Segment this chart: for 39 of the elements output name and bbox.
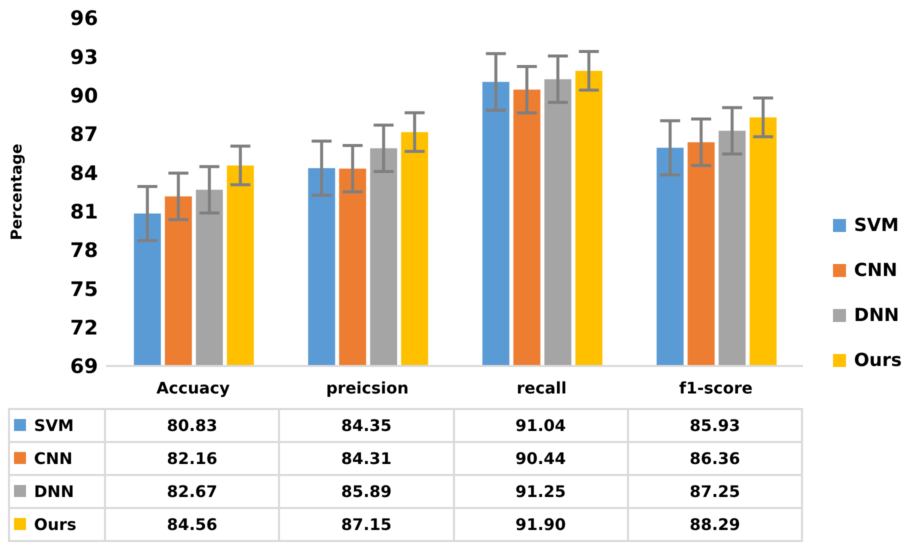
y-tick-label: 87: [70, 122, 98, 146]
data-label: 84.35: [279, 409, 454, 442]
text: Ours: [34, 515, 76, 534]
x-tick-label: recall: [516, 378, 567, 398]
y-tick-label: 93: [70, 44, 98, 69]
x-tick-label: f1-score: [679, 378, 753, 398]
y-tick-label: 81: [70, 199, 98, 224]
legend-label: SVM: [9, 409, 105, 442]
y-tick-label: 84: [70, 160, 98, 185]
y-tick-label: 75: [70, 276, 98, 301]
y-tick-label: 90: [70, 83, 98, 108]
legend-label: CNN: [9, 442, 105, 475]
data-label: 85.89: [279, 475, 454, 508]
y-tick-label: 72: [70, 315, 98, 340]
legend-label: Ours: [854, 350, 902, 371]
y-tick-label: 96: [70, 6, 98, 30]
data-label: 84.56: [105, 508, 280, 541]
legend-label: DNN: [854, 305, 900, 326]
text: CNN: [854, 260, 898, 281]
data-label: 90.44: [454, 442, 628, 475]
data-label: 80.83: [105, 409, 280, 442]
data-label: 85.93: [628, 409, 802, 442]
y-axis-title: Percentage: [7, 144, 26, 240]
data-label: 91.90: [454, 508, 628, 541]
x-tick-label: Accuacy: [156, 378, 230, 398]
data-label: 86.36: [628, 442, 802, 475]
x-tick-label: preicsion: [326, 378, 409, 398]
data-label: 87.15: [279, 508, 454, 541]
data-label: 91.04: [454, 409, 628, 442]
data-label: 84.31: [279, 442, 454, 475]
data-label: 88.29: [628, 508, 802, 541]
data-label: 82.16: [105, 442, 280, 475]
text: DNN: [34, 482, 74, 501]
data-label: 91.25: [454, 475, 628, 508]
y-tick-label: 69: [70, 354, 98, 378]
data-label: 87.25: [628, 475, 802, 508]
text: SVM: [854, 215, 899, 236]
y-tick-label: 78: [70, 238, 98, 262]
data-label: 82.67: [105, 475, 280, 508]
